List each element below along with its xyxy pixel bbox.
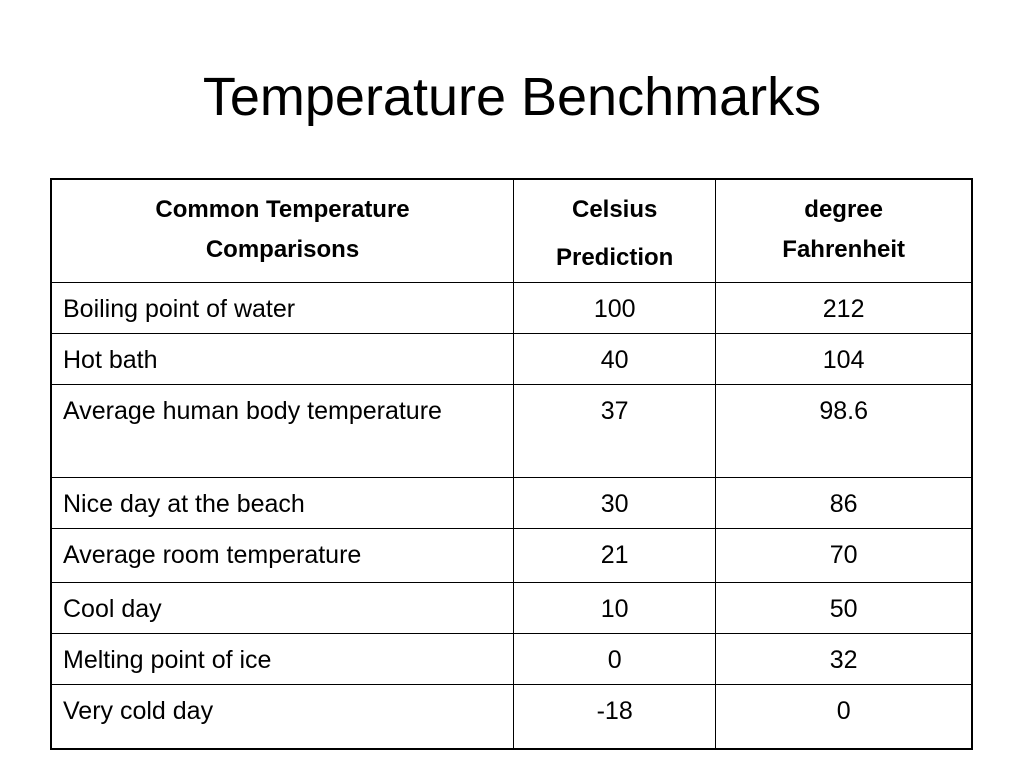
header-line: Celsius xyxy=(571,196,658,223)
fahrenheit-cell: 32 xyxy=(715,633,973,685)
comparison-cell: Cool day xyxy=(50,582,515,634)
celsius-cell: 37 xyxy=(513,384,717,478)
temperature-table: Common Temperature Comparisons Celsius P… xyxy=(50,178,973,750)
comparison-cell: Very cold day xyxy=(50,684,515,749)
header-line: Comparisons xyxy=(205,236,360,263)
fahrenheit-cell: 0 xyxy=(715,684,973,749)
celsius-cell: 21 xyxy=(513,528,717,583)
table-row: Melting point of ice 0 32 xyxy=(50,633,973,685)
table-row: Very cold day -18 0 xyxy=(50,684,973,749)
table-row: Nice day at the beach 30 86 xyxy=(50,477,973,529)
header-line: Common Temperature xyxy=(155,196,410,223)
table-row: Boiling point of water 100 212 xyxy=(50,282,973,334)
table-row: Average room temperature 21 70 xyxy=(50,528,973,583)
comparison-cell: Nice day at the beach xyxy=(50,477,515,529)
fahrenheit-cell: 70 xyxy=(715,528,973,583)
table-header-row: Common Temperature Comparisons Celsius P… xyxy=(50,178,973,283)
table-row: Cool day 10 50 xyxy=(50,582,973,634)
comparison-cell: Hot bath xyxy=(50,333,515,385)
celsius-cell: 40 xyxy=(513,333,717,385)
fahrenheit-cell: 50 xyxy=(715,582,973,634)
header-line: Fahrenheit xyxy=(782,236,905,263)
table-row: Average human body temperature 37 98.6 xyxy=(50,384,973,478)
header-degree-fahrenheit: degree Fahrenheit xyxy=(715,178,973,283)
header-line: Prediction xyxy=(555,244,674,271)
header-line: degree xyxy=(804,196,883,223)
fahrenheit-cell: 98.6 xyxy=(715,384,973,478)
celsius-cell: 0 xyxy=(513,633,717,685)
slide-title: Temperature Benchmarks xyxy=(202,67,822,127)
celsius-cell: 10 xyxy=(513,582,717,634)
celsius-cell: 30 xyxy=(513,477,717,529)
celsius-cell: 100 xyxy=(513,282,717,334)
fahrenheit-cell: 212 xyxy=(715,282,973,334)
comparison-cell: Melting point of ice xyxy=(50,633,515,685)
header-common-temperature-comparisons: Common Temperature Comparisons xyxy=(50,178,515,283)
comparison-cell: Average room temperature xyxy=(50,528,515,583)
comparison-cell: Average human body temperature xyxy=(50,384,515,478)
fahrenheit-cell: 86 xyxy=(715,477,973,529)
header-celsius-prediction: Celsius Prediction xyxy=(513,178,717,283)
table-row: Hot bath 40 104 xyxy=(50,333,973,385)
celsius-cell: -18 xyxy=(513,684,717,749)
fahrenheit-cell: 104 xyxy=(715,333,973,385)
comparison-cell: Boiling point of water xyxy=(50,282,515,334)
